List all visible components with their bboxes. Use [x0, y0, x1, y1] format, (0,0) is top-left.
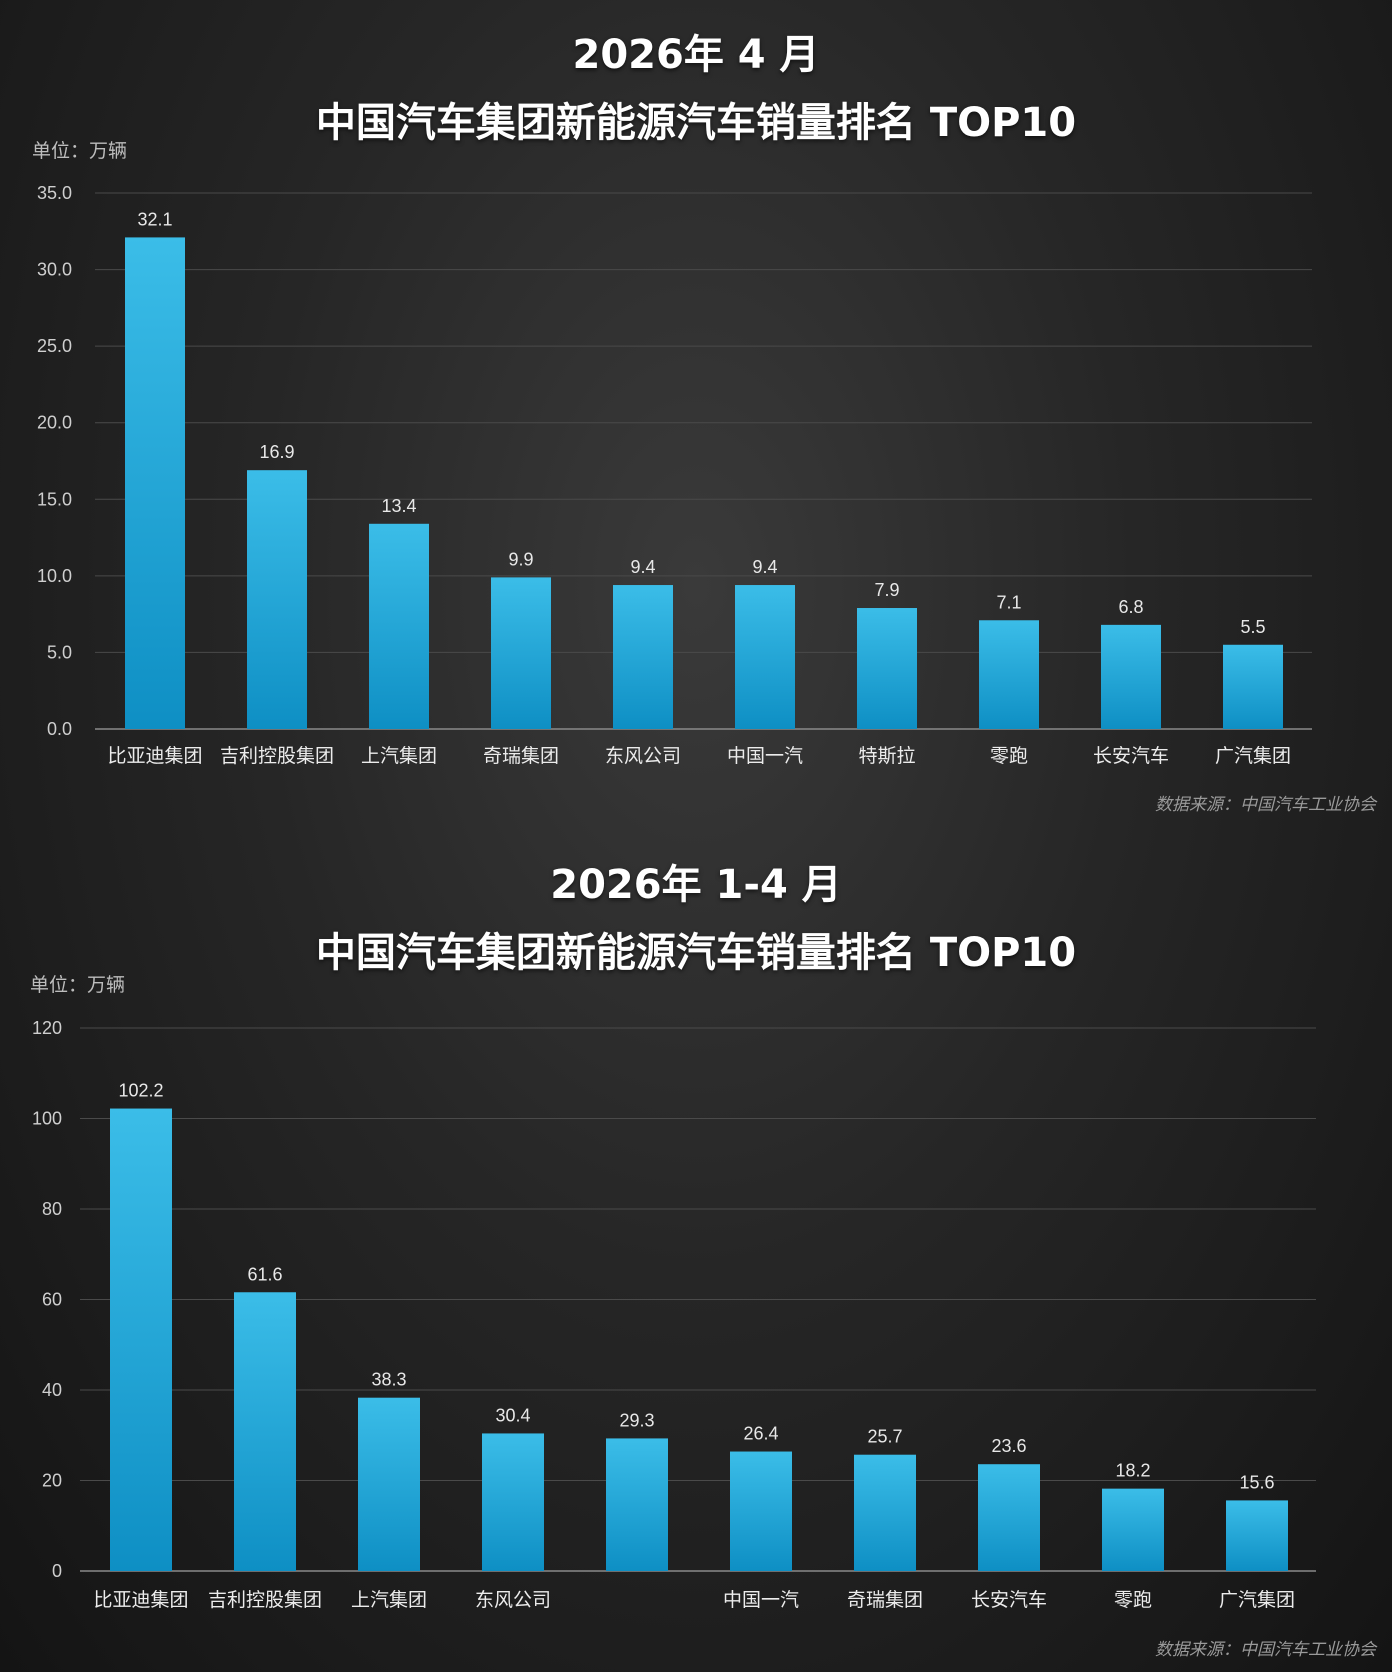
x-category-label: 零跑 — [990, 745, 1028, 767]
bar-value-label: 9.4 — [752, 557, 777, 577]
bar — [1226, 1500, 1288, 1571]
x-category-label: 吉利控股集团 — [208, 1589, 322, 1611]
chart-title-line1: 2026年 1-4 月 — [550, 862, 842, 908]
bar-value-label: 32.1 — [137, 209, 172, 229]
bar — [854, 1454, 916, 1571]
y-tick-label: 30.0 — [37, 260, 72, 280]
bar — [1223, 644, 1283, 729]
bar-value-label: 5.5 — [1240, 617, 1265, 637]
y-tick-label: 60 — [42, 1290, 62, 1310]
x-category-label: 东风公司 — [475, 1589, 551, 1611]
bar-value-label: 15.6 — [1239, 1472, 1274, 1492]
y-tick-label: 80 — [42, 1199, 62, 1219]
y-tick-label: 40 — [42, 1380, 62, 1400]
chart-title-line2: 中国汽车集团新能源汽车销量排名 TOP10 — [315, 100, 1077, 146]
bar — [358, 1397, 420, 1571]
x-category-label: 比亚迪集团 — [107, 745, 202, 767]
bar-value-label: 61.6 — [247, 1264, 282, 1284]
y-tick-label: 25.0 — [37, 336, 72, 356]
x-category-label: 中国一汽 — [727, 745, 803, 767]
bar-value-label: 6.8 — [1118, 597, 1143, 617]
x-category-label: 长安汽车 — [1093, 745, 1169, 767]
x-category-label: 东风公司 — [605, 745, 681, 767]
bar — [125, 237, 185, 729]
bar — [730, 1451, 792, 1571]
y-tick-label: 20.0 — [37, 413, 72, 433]
y-tick-label: 100 — [32, 1109, 62, 1129]
y-tick-label: 35.0 — [37, 183, 72, 203]
y-tick-label: 120 — [32, 1018, 62, 1038]
chart-title-line2: 中国汽车集团新能源汽车销量排名 TOP10 — [315, 930, 1077, 976]
bar — [978, 1464, 1040, 1571]
bar — [606, 1438, 668, 1571]
x-category-label: 奇瑞集团 — [483, 745, 559, 767]
bar-chart-cumulative: 0 20 40 60 80 100 120 102.2 比亚迪集团 61.6 吉利控股集团 38.3 上… — [32, 1018, 1316, 1611]
bar — [369, 523, 429, 729]
bar — [247, 470, 307, 729]
y-tick-label: 0 — [52, 1561, 62, 1581]
data-source-note: 数据来源：中国汽车工业协会 — [1155, 1640, 1376, 1660]
bar-value-label: 18.2 — [1115, 1461, 1150, 1481]
chart-panel-monthly: 2026年 4 月 中国汽车集团新能源汽车销量排名 TOP10 单位：万辆 0.… — [0, 0, 1392, 830]
y-tick-label: 5.0 — [47, 642, 72, 662]
bar-value-label: 16.9 — [259, 442, 294, 462]
x-category-label: 广汽集团 — [1215, 745, 1291, 767]
y-tick-label: 10.0 — [37, 566, 72, 586]
x-category-label: 长安汽车 — [971, 1589, 1047, 1611]
chart-title-line1: 2026年 4 月 — [572, 32, 820, 78]
bar-value-label: 30.4 — [495, 1405, 530, 1425]
bar-value-label: 26.4 — [743, 1424, 778, 1444]
bar — [857, 608, 917, 729]
bar-value-label: 7.9 — [874, 580, 899, 600]
unit-label: 单位：万辆 — [32, 140, 128, 162]
y-tick-label: 15.0 — [37, 489, 72, 509]
unit-label: 单位：万辆 — [30, 974, 126, 996]
x-category-label: 特斯拉 — [858, 745, 915, 767]
bar — [979, 620, 1039, 729]
bar — [613, 585, 673, 729]
x-category-label: 上汽集团 — [361, 745, 437, 767]
data-source-note: 数据来源：中国汽车工业协会 — [1155, 795, 1376, 815]
bar-value-label: 9.9 — [508, 549, 533, 569]
x-category-label: 广汽集团 — [1219, 1589, 1295, 1611]
x-category-label: 中国一汽 — [723, 1589, 799, 1611]
x-category-label: 吉利控股集团 — [220, 745, 334, 767]
x-category-label: 零跑 — [1114, 1589, 1152, 1611]
bar-value-label: 7.1 — [996, 592, 1021, 612]
bar-value-label: 13.4 — [381, 496, 416, 516]
x-category-label: 上汽集团 — [351, 1589, 427, 1611]
bar-value-label: 29.3 — [619, 1410, 654, 1430]
bar-value-label: 38.3 — [371, 1370, 406, 1390]
chart-panel-cumulative: 2026年 1-4 月 中国汽车集团新能源汽车销量排名 TOP10 单位：万辆 … — [0, 830, 1392, 1672]
y-tick-label: 0.0 — [47, 719, 72, 739]
bar — [491, 577, 551, 729]
bar-value-label: 9.4 — [630, 557, 655, 577]
bar — [735, 585, 795, 729]
bar-chart-monthly: 0.0 5.0 10.0 15.0 20.0 25.0 30.0 35.0 32.1 比亚迪集团 1… — [37, 183, 1312, 767]
bar — [1101, 624, 1161, 729]
bar — [482, 1433, 544, 1571]
bar — [110, 1108, 172, 1571]
x-category-label: 比亚迪集团 — [93, 1589, 188, 1611]
bar-value-label: 23.6 — [991, 1436, 1026, 1456]
bar — [1102, 1488, 1164, 1571]
bar — [234, 1292, 296, 1571]
bar-value-label: 25.7 — [867, 1427, 902, 1447]
bar-value-label: 102.2 — [118, 1081, 163, 1101]
y-tick-label: 20 — [42, 1471, 62, 1491]
x-category-label: 奇瑞集团 — [847, 1589, 923, 1611]
